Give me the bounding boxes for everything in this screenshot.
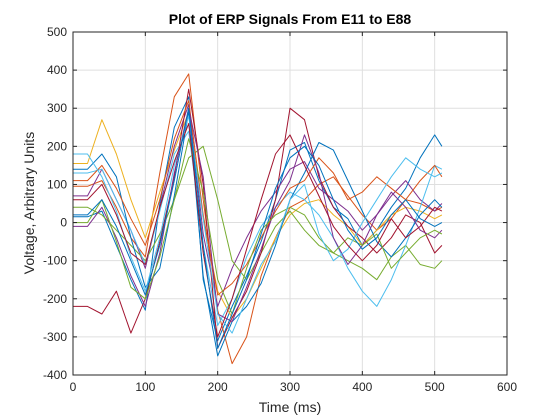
x-tick-label: 600 <box>497 380 517 394</box>
y-tick-label: -400 <box>43 368 67 382</box>
x-tick-label: 0 <box>70 380 77 394</box>
y-axis-label: Voltage, Arbitrary Units <box>21 132 37 274</box>
y-tick-label: -100 <box>43 254 67 268</box>
y-tick-label: 200 <box>47 139 67 153</box>
y-tick-label: 400 <box>47 63 67 77</box>
x-axis-label: Time (ms) <box>259 399 321 415</box>
x-tick-label: 400 <box>352 380 372 394</box>
y-tick-label: 300 <box>47 101 67 115</box>
x-tick-label: 100 <box>135 380 155 394</box>
x-tick-label: 200 <box>208 380 228 394</box>
y-tick-label: 0 <box>60 216 67 230</box>
chart-title: Plot of ERP Signals From E11 to E88 <box>169 11 412 27</box>
y-tick-label: -300 <box>43 330 67 344</box>
y-tick-label: 100 <box>47 177 67 191</box>
x-tick-label: 500 <box>425 380 445 394</box>
y-tick-label: 500 <box>47 25 67 39</box>
y-tick-label: -200 <box>43 292 67 306</box>
x-tick-label: 300 <box>280 380 300 394</box>
